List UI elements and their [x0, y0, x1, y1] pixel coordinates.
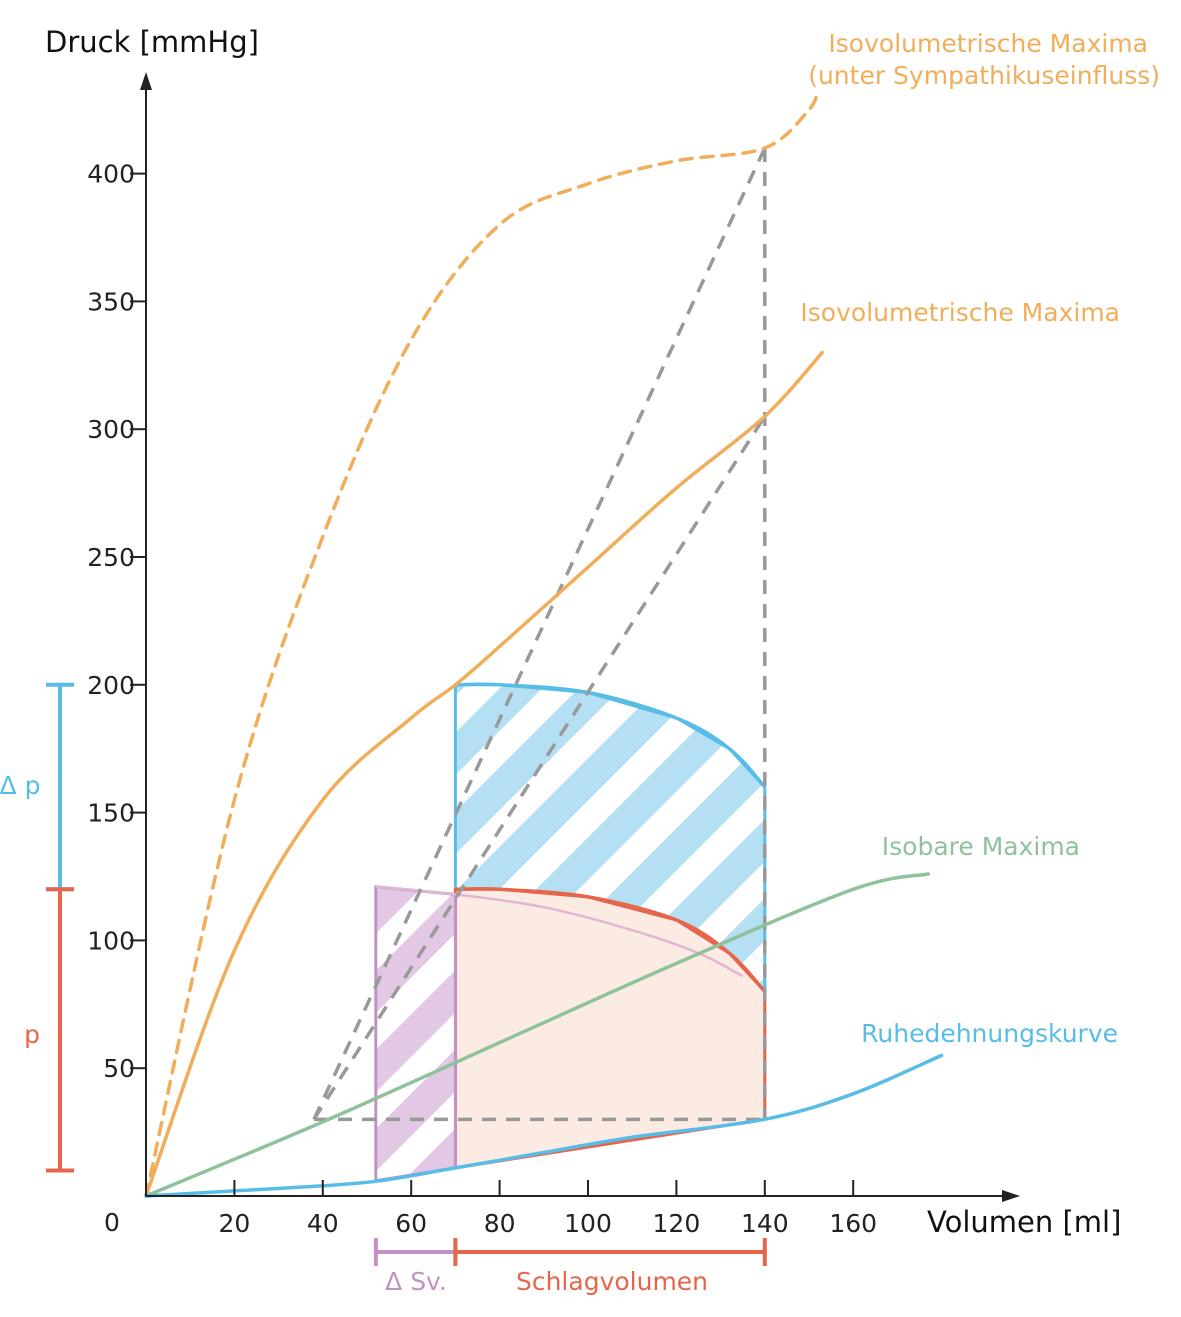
helper-lines-layer: [312, 147, 767, 1122]
label-sympathetic-maxima-line1: Isovolumetrische Maxima: [828, 29, 1148, 58]
x-tick-label-140: 140: [741, 1209, 789, 1238]
ticks-layer: 20 40 60 80 100 120 140 160 50 100 150 200 250 300 350…: [87, 160, 877, 1238]
label-sympathetic-maxima-line2: (unter Sympathikuseinfluss): [808, 61, 1160, 90]
y-tick-label-300: 300: [87, 415, 135, 444]
purple-hatched-area: [374, 885, 457, 1183]
x-tick-label-80: 80: [484, 1209, 516, 1238]
label-p: p: [24, 1020, 40, 1049]
y-axis-arrow-icon: [140, 72, 152, 90]
x-tick-label-20: 20: [218, 1209, 250, 1238]
dashed-line-to-sympathetic-max: [312, 147, 767, 1121]
label-isobar-maxima: Isobare Maxima: [882, 832, 1080, 861]
label-stroke-volume: Schlagvolumen: [516, 1267, 708, 1296]
y-tick-label-100: 100: [87, 926, 135, 955]
y-axis-title: Druck [mmHg]: [45, 25, 259, 59]
label-rest-curve: Ruhedehnungskurve: [861, 1019, 1118, 1048]
label-delta-sv: Δ Sv.: [385, 1267, 447, 1296]
x-tick-label-160: 160: [829, 1209, 877, 1238]
x-tick-label-60: 60: [395, 1209, 427, 1238]
series-isobare-maxima: [144, 872, 931, 1198]
y-tick-label-400: 400: [87, 160, 135, 189]
x-tick-label-120: 120: [653, 1209, 701, 1238]
x-tick-label-40: 40: [307, 1209, 339, 1238]
y-tick-label-350: 350: [87, 287, 135, 316]
curve-labels: Isovolumetrische Maxima (unter Sympathik…: [0, 29, 1160, 1296]
label-isovolumetric-maxima: Isovolumetrische Maxima: [800, 298, 1120, 327]
series-isovolumetrische-maxima-unter-sympathikuseinfluss: [144, 87, 820, 1198]
red-loop-top-curve: [455, 886, 767, 993]
axes: 20 40 60 80 100 120 140 160 50 100 150 200 250 300 350…: [45, 25, 1121, 1239]
blue-area-top-curve: [455, 682, 767, 789]
x-tick-label-100: 100: [564, 1209, 612, 1238]
series-isovolumetrische-maxima: [144, 350, 825, 1198]
areas-layer: [374, 682, 767, 1183]
y-tick-label-150: 150: [87, 799, 135, 828]
label-delta-p: Δ p: [0, 771, 40, 800]
y-tick-label-50: 50: [103, 1054, 135, 1083]
curves-layer: [144, 87, 944, 1198]
origin-label: 0: [104, 1208, 120, 1237]
brackets-layer: [46, 682, 767, 1266]
x-axis-title: Volumen [ml]: [927, 1205, 1121, 1239]
y-tick-label-200: 200: [87, 671, 135, 700]
series-ruhedehnungskurve: [144, 1053, 944, 1198]
y-tick-label-250: 250: [87, 543, 135, 572]
x-axis-arrow-icon: [1002, 1190, 1020, 1202]
dashed-line-to-normal-max: [312, 415, 767, 1121]
